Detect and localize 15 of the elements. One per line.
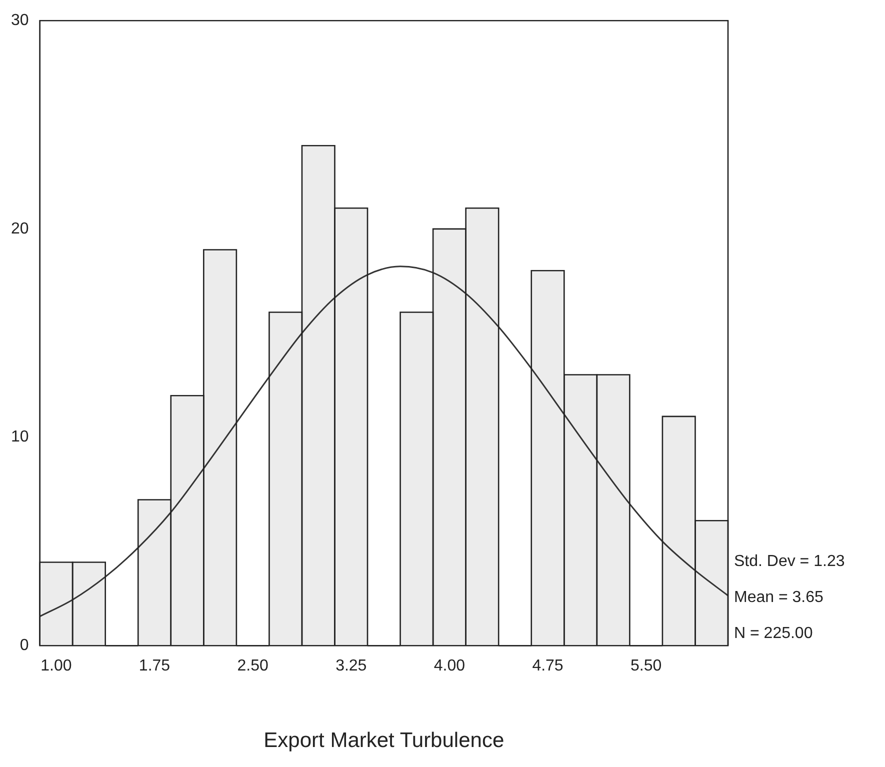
y-tick-label: 20 xyxy=(11,220,29,238)
x-tick-label: 5.50 xyxy=(630,658,662,675)
x-tick-label: 4.75 xyxy=(532,658,564,675)
x-axis-title: Export Market Turbulence xyxy=(264,729,504,752)
x-tick-label: 1.75 xyxy=(138,658,170,675)
x-tick-label: 2.50 xyxy=(237,658,268,675)
text: Mean = 3.65 xyxy=(734,589,824,606)
x-tick-label: 1.00 xyxy=(40,658,72,675)
y-tick-label: 0 xyxy=(20,637,29,654)
x-tick-label: 4.00 xyxy=(434,658,466,675)
x-tick-label: 3.25 xyxy=(336,658,367,675)
y-tick-label: 30 xyxy=(11,12,29,30)
text: Std. Dev = 1.23 xyxy=(734,553,845,570)
text: N = 225.00 xyxy=(734,625,813,642)
y-tick-label: 10 xyxy=(11,428,29,446)
